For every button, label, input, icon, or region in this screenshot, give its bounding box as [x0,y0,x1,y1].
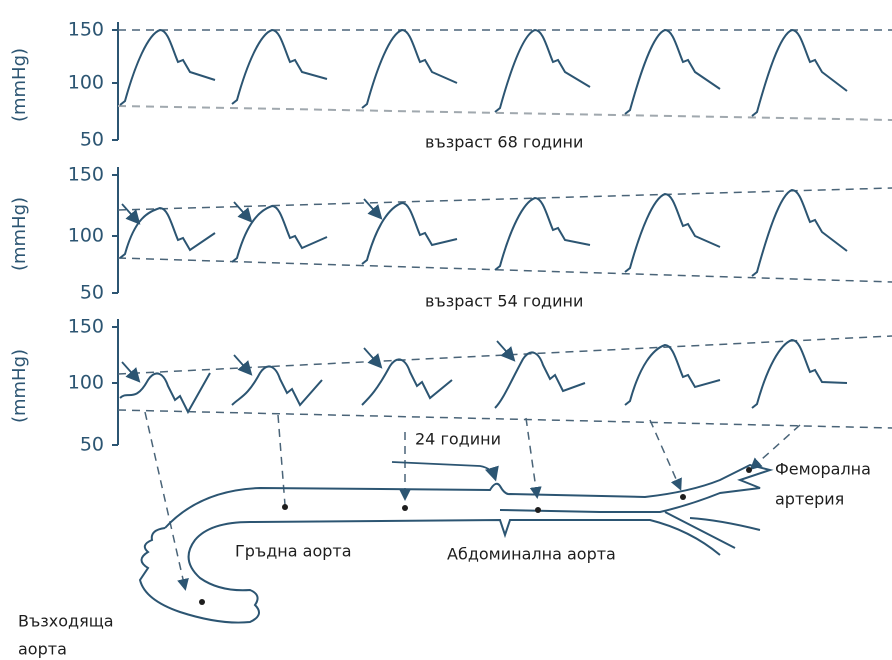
tick-label: 50 [80,434,104,456]
pressure-wave [751,188,848,277]
point [746,467,752,473]
arrow [121,203,141,225]
tick-label: 50 [80,282,104,304]
label: Абдоминална аорта [447,545,616,564]
tick-label: 100 [68,372,104,394]
reference-line [117,257,892,283]
arrow [121,361,141,383]
tick-label: 150 [68,19,104,41]
tick-label: 50 [80,129,104,151]
pressure-wave [494,196,591,271]
arrow [496,340,516,362]
point [282,504,288,510]
pressure-wave [119,28,216,106]
label: аорта [18,640,67,659]
connector [144,411,189,591]
pressure-wave [361,28,458,109]
label: Гръдна аорта [235,542,352,561]
axis-label: (mmHg) [9,197,30,271]
caption: възраст 54 години [425,292,583,311]
connector [749,424,801,471]
tick-label: 150 [68,316,104,338]
point [680,494,686,500]
arrow [233,201,253,223]
pressure-wave [231,365,323,407]
pressure-wave [231,204,328,263]
pressure-wave [751,338,848,409]
tick-label: 100 [68,72,104,94]
point [535,507,541,513]
pressure-wave [494,351,586,409]
point [402,505,408,511]
pressure-wave [119,372,211,415]
panels: 150 100 50 (mmHg) възраст 68 години 150 100 50 (… [9,19,892,456]
pressure-wave [361,358,453,406]
caption: възраст 68 години [425,133,583,152]
label: Възходяща [18,612,114,631]
aorta [138,463,774,624]
axis-label: (mmHg) [9,48,30,122]
pressure-wave [751,28,848,117]
reference-line [117,105,892,121]
connector [525,417,542,499]
pressure-wave [119,206,216,259]
reference-line [117,187,892,211]
pressure-wave [231,28,328,105]
arrow [233,354,253,376]
axis-label: (mmHg) [9,349,30,423]
tick-label: 100 [68,225,104,247]
arrow [391,461,499,482]
connectors [144,411,801,591]
connector [277,414,286,506]
pressure-wave [624,28,721,115]
reference-line [117,409,892,429]
arrow [363,198,383,220]
pressure-wave [624,343,721,406]
label: Феморална [775,460,871,479]
pressure-wave [361,201,458,265]
pressure-wave [624,192,721,273]
caption: 24 години [415,430,501,449]
aorta-lower [138,511,761,624]
connector [649,419,682,491]
label: артерия [775,490,844,509]
pressure-wave [494,28,591,113]
arrow [363,347,383,369]
aorta-upper [164,463,774,529]
point [199,599,205,605]
tick-label: 150 [68,164,104,186]
